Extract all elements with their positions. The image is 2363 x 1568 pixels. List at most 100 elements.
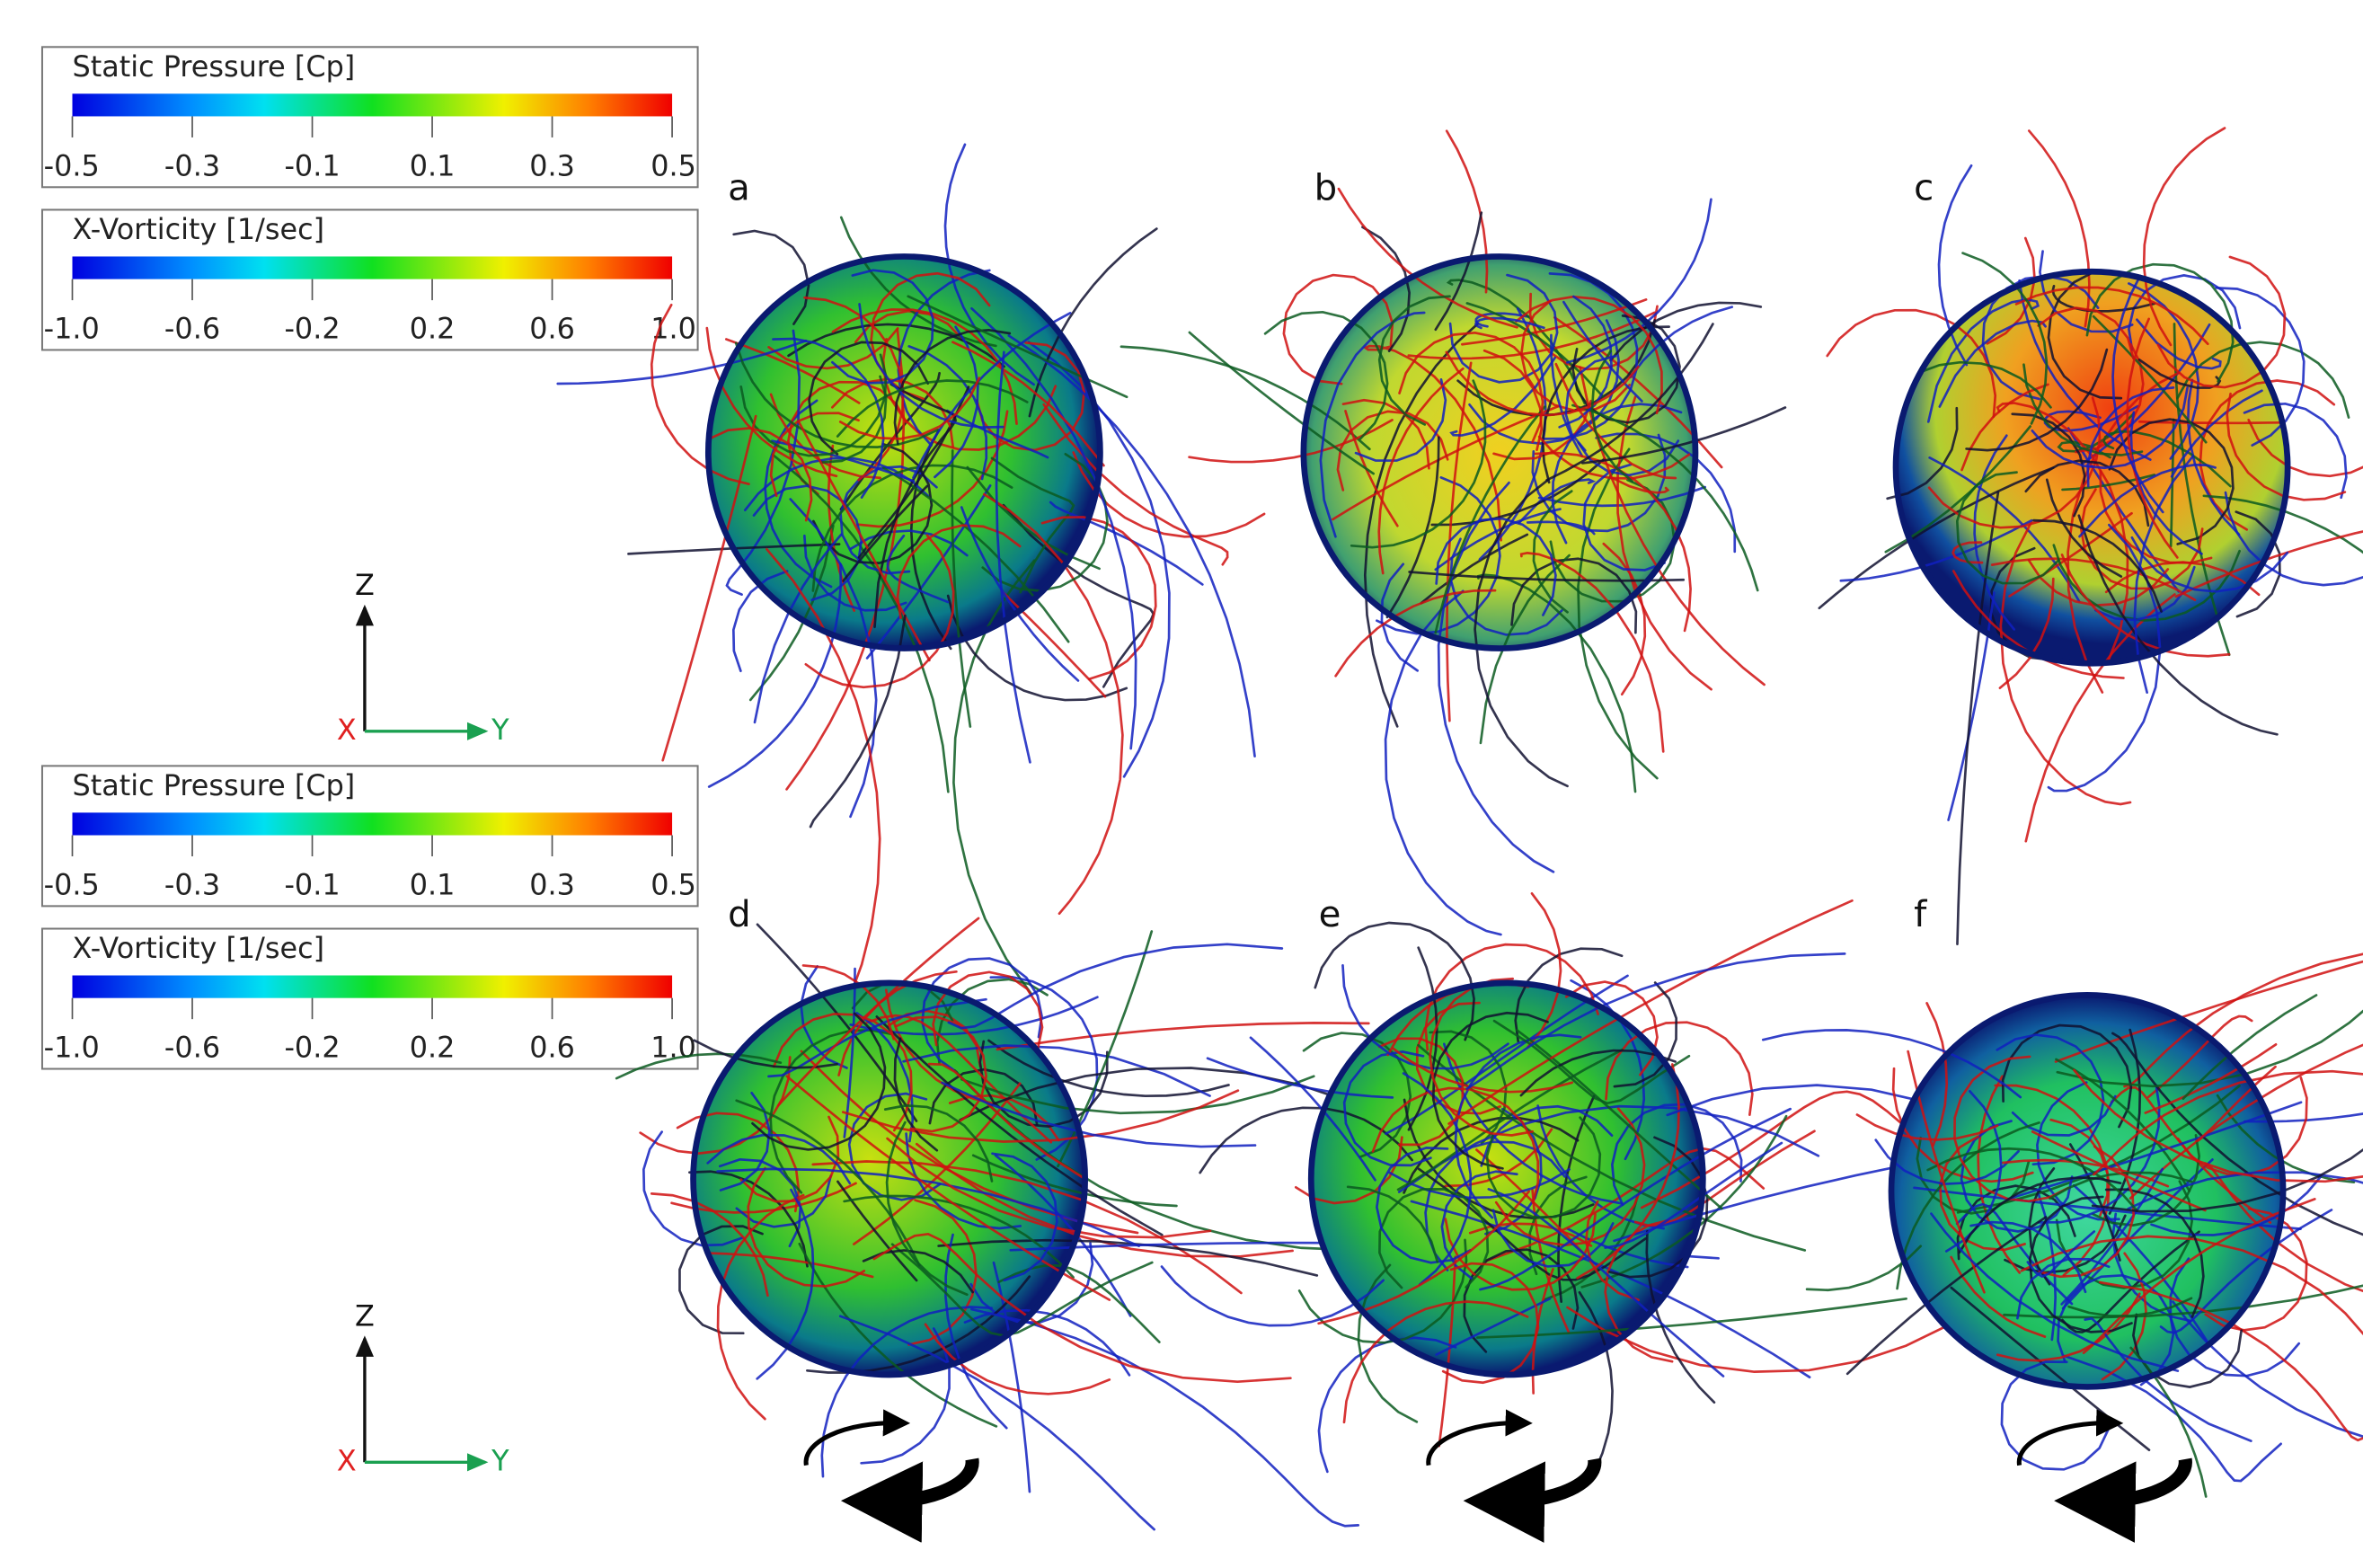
streamline [1916,1136,2031,1215]
sphere-rim [1888,991,2287,1390]
streamline [1444,1212,1597,1291]
streamline [2001,1023,2133,1129]
streamline [1605,1021,1754,1117]
streamline [2199,379,2336,531]
streamline [772,337,885,499]
streamline [2132,1313,2243,1388]
streamline [944,1233,1008,1430]
streamline [951,449,972,728]
colorbar-tick-label: 0.3 [529,148,575,182]
streamline [1042,403,1229,566]
streamline [1263,310,1389,440]
streamline [1629,306,1734,379]
streamline [1297,1238,1468,1344]
streamline [2024,459,2150,527]
streamline [764,399,833,589]
streamline [960,1075,1315,1115]
streamline [1445,350,1640,417]
streamline [1953,1055,2070,1203]
streamline [1938,1135,2026,1252]
streamline [2133,455,2195,695]
streamline [797,421,931,662]
streamline [1969,1220,2087,1294]
streamline [1996,1292,2141,1362]
colorbar-frame [40,927,699,1070]
streamline [1357,1263,1419,1423]
rotation-arrow [803,1409,911,1466]
streamline [1558,295,1613,429]
streamline [2084,1316,2252,1442]
streamline [1640,1090,1905,1209]
streamline [924,1323,1111,1395]
streamline [946,409,1049,459]
streamline [1761,1029,2022,1099]
streamline [1420,533,1529,605]
streamline [2111,274,2164,514]
streamline [1977,1075,2022,1274]
colorbar: X-Vorticity [1/sec]-1.0 -0.6 -0.2 0.2 0.6 1.0 [40,927,699,1070]
streamline [873,383,958,629]
streamline [1562,300,1643,403]
streamline [2001,1158,2170,1188]
sphere [615,917,1720,1531]
colorbar-title: Static Pressure [Cp] [73,768,356,802]
streamline [639,1056,792,1155]
streamline [1336,410,1449,492]
colorbar-tick-label: 0.6 [529,312,575,346]
streamline [836,1180,918,1282]
streamline [1332,404,1561,521]
panel-label: c [1914,168,1934,209]
colorbar-gradient [72,256,673,279]
streamline [1855,1113,1999,1141]
sphere-rim [1307,979,1706,1378]
streamline [1384,589,1502,936]
streamline [2067,1297,2193,1317]
streamline [907,345,988,481]
streamline [650,303,750,486]
streamline [1578,1290,1614,1475]
streamline [2067,427,2181,593]
sphere-rim [1892,268,2291,667]
colorbar-tick-label: 0.3 [529,868,575,902]
streamline [1363,323,1480,728]
streamline [1925,1002,1949,1147]
streamline [2216,1094,2356,1183]
streamline [808,341,930,456]
streamline [2091,1147,2363,1213]
streamline [1545,323,1714,482]
streamline [841,1089,1240,1143]
streamline [2144,1042,2278,1114]
sphere [1160,891,1976,1475]
streamline [2010,1101,2303,1200]
streamline [1584,1200,1640,1301]
streamline [885,1121,969,1297]
streamline [1958,1176,2122,1254]
streamline [1346,1185,1439,1263]
colorbar-tick-label: -0.3 [164,868,220,902]
streamline [707,427,813,522]
streamline [1028,227,1158,418]
streamline [743,456,930,512]
streamline [716,1167,1141,1247]
streamline [1491,1209,1615,1268]
streamline [1007,334,1256,757]
streamline [1577,439,1680,477]
streamline [1435,1297,1552,1356]
colorbar-title: X-Vorticity [1/sec] [73,212,325,246]
streamline [2085,262,2235,383]
colorbar-tick-label: 0.6 [529,1031,575,1065]
streamline [836,379,1029,438]
streamline [1996,1033,2105,1166]
streamline [1160,1265,1385,1327]
streamline [902,1044,1211,1097]
streamline [831,269,934,385]
streamline [772,1013,913,1132]
colorbar-tick-label: -0.1 [284,148,340,182]
streamline [1484,1147,1766,1262]
streamline [978,1040,1109,1128]
streamline [1965,348,2109,452]
streamline [842,484,929,582]
streamline [770,439,916,483]
streamline [875,1015,1164,1236]
